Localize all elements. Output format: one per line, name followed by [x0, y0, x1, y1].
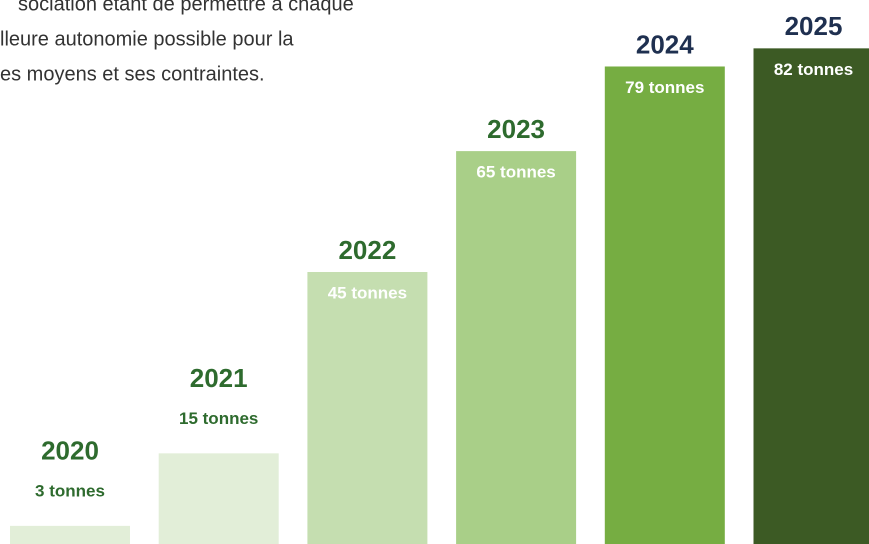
value-label: 15 tonnes	[179, 409, 258, 428]
value-label: 82 tonnes	[774, 60, 853, 79]
bar	[10, 525, 130, 544]
intro-text: sociation étant de permettre à chaque	[18, 0, 354, 15]
bar	[307, 272, 428, 544]
bar	[456, 151, 577, 544]
intro-text: es moyens et ses contraintes.	[0, 63, 265, 85]
value-label: 3 tonnes	[35, 481, 105, 500]
year-label: 2022	[338, 235, 396, 265]
bar	[753, 48, 869, 544]
value-label: 45 tonnes	[328, 283, 407, 302]
year-label: 2025	[785, 11, 843, 41]
bar	[158, 453, 279, 544]
value-label: 65 tonnes	[476, 163, 555, 182]
year-label: 2024	[636, 29, 694, 59]
year-label: 2020	[41, 436, 99, 466]
year-label: 2021	[190, 363, 248, 393]
year-label: 2023	[487, 114, 545, 144]
bar	[604, 66, 725, 544]
intro-text: lleure autonomie possible pour la	[0, 28, 294, 50]
value-label: 79 tonnes	[625, 78, 704, 97]
